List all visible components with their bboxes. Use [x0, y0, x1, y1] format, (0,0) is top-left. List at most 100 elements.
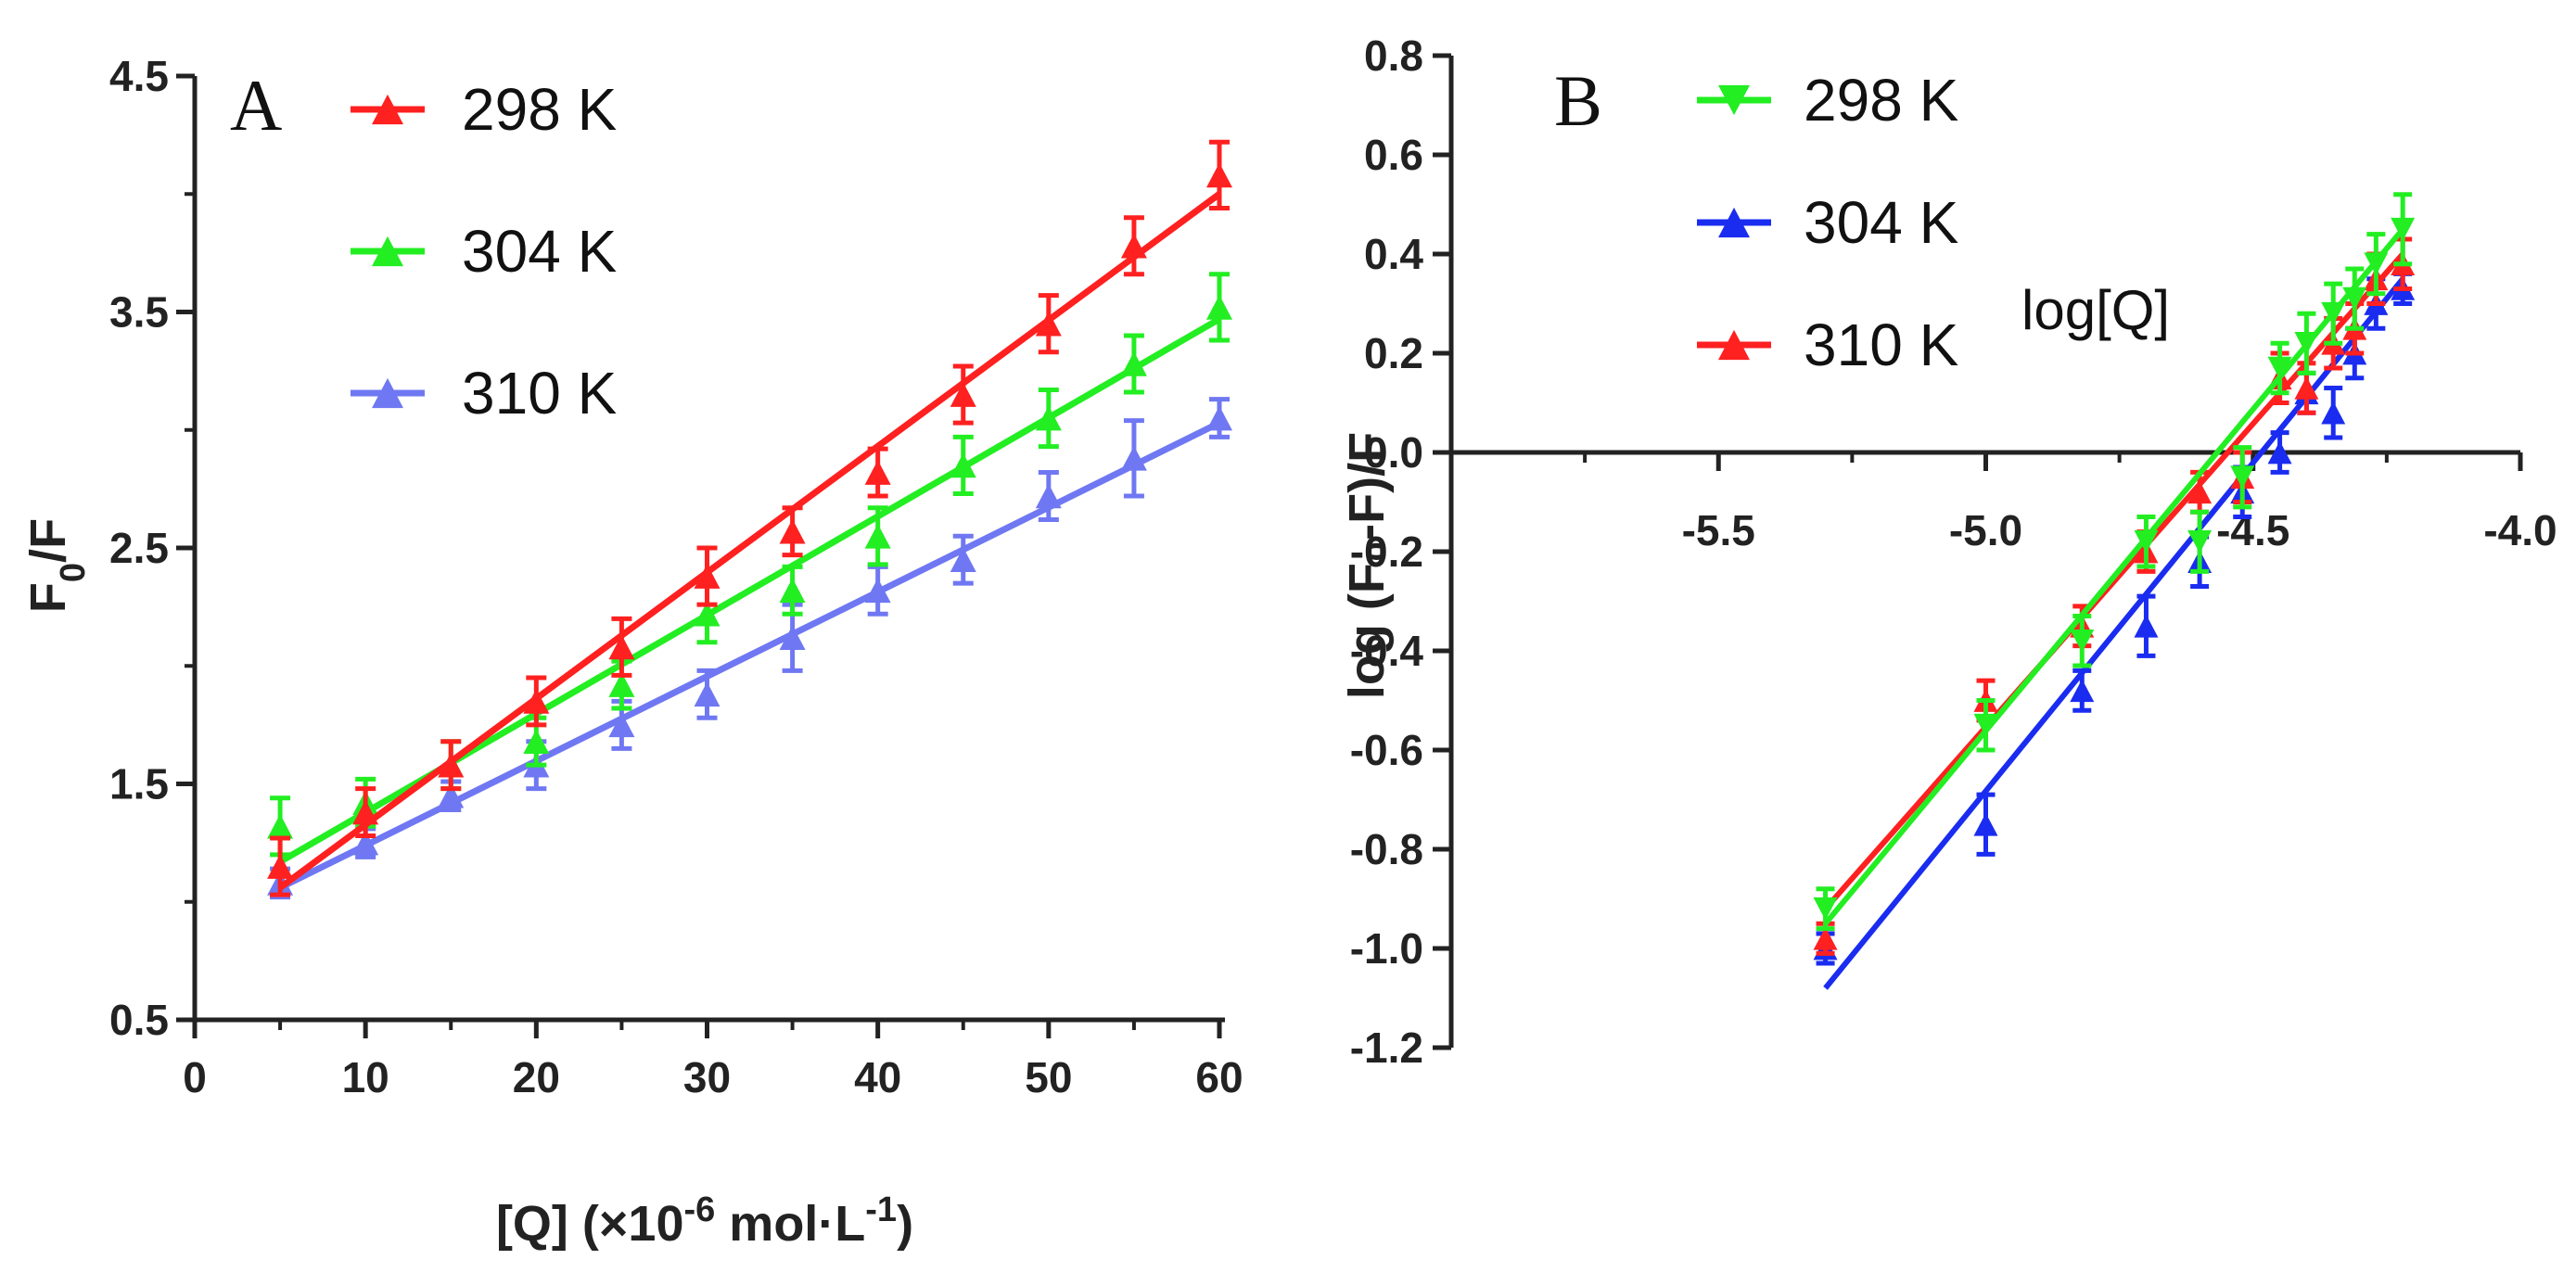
panel-b-point	[1813, 926, 1838, 950]
panel-b-legend-swatch-marker	[1718, 84, 1750, 116]
panel-a-legend-label: 310 K	[462, 360, 617, 426]
panel-a-point	[608, 672, 635, 697]
panel-a-point	[694, 681, 721, 707]
panel-b-point	[2187, 529, 2213, 553]
panel-b-point	[2070, 679, 2095, 703]
panel-a-point	[1206, 295, 1232, 320]
panel-a-point	[1120, 351, 1147, 376]
panel-a-x-tick-label: 60	[1195, 1053, 1243, 1101]
panel-b-fit-line	[1823, 276, 2405, 990]
panel-a-x-tick-label: 20	[513, 1053, 560, 1101]
panel-b-point	[1973, 812, 1998, 836]
panel-a-point	[779, 625, 806, 651]
panel-b-y-tick-label: -0.8	[1350, 825, 1423, 873]
panel-a-y-tick-label: 4.5	[109, 52, 169, 100]
panel-b-y-tick-label: -0.4	[1350, 627, 1424, 675]
panel-b-y-tick-label: 0.4	[1364, 230, 1423, 278]
chart-panel-b: B 0.8 0.6 0.4 0.2 0.0 -0.2 -0.4 -0.6 -0.8 -1.0 -1.…	[1339, 32, 2557, 1072]
panel-a-x-tick-label: 40	[854, 1053, 901, 1101]
panel-b-legend-label: 310 K	[1804, 312, 1958, 378]
panel-a-x-tick-label: 0	[183, 1053, 207, 1101]
panel-a-point	[267, 814, 294, 839]
panel-b-point	[2321, 301, 2346, 325]
panel-b-legend-swatch-marker	[1718, 207, 1750, 238]
panel-b-series-304k	[1813, 271, 2416, 990]
panel-a-legend-swatch-marker	[372, 377, 403, 409]
panel-b-y-tick-label: -1.0	[1350, 924, 1423, 973]
panel-a-point	[1120, 445, 1147, 471]
panel-b-point	[1973, 713, 1998, 737]
panel-b-point	[2267, 440, 2292, 464]
panel-a-point	[864, 523, 891, 549]
panel-b-legend-swatch-marker	[1718, 329, 1750, 361]
panel-a-point	[779, 578, 806, 604]
panel-a-point	[950, 452, 976, 478]
panel-a-y-tick-label: 0.5	[109, 996, 169, 1044]
panel-a-legend-label: 304 K	[462, 218, 617, 285]
panel-a-point	[694, 564, 721, 589]
panel-b-point	[2321, 401, 2346, 425]
panel-a-legend-swatch-marker	[372, 94, 403, 125]
panel-a-point	[1035, 483, 1062, 509]
panel-a-series-310k	[267, 397, 1232, 900]
panel-a-y-tick-label: 2.5	[109, 524, 169, 572]
panel-a-series-298k	[267, 139, 1232, 897]
panel-b-y-tick-label: 0.0	[1364, 428, 1423, 477]
panel-b-x-tick-label: -4.0	[2483, 506, 2557, 554]
panel-b-point	[1813, 897, 1838, 921]
panel-a-point	[950, 382, 976, 407]
panel-b-y-tick-label: -0.2	[1350, 528, 1423, 576]
panel-b-point	[2294, 331, 2319, 355]
panel-a-point	[438, 782, 465, 808]
panel-a-y-tick-label: 1.5	[109, 760, 169, 808]
panel-b-x-tick-label: -5.5	[1682, 506, 1755, 554]
panel-a-point	[523, 729, 550, 754]
panel-a-fit-line	[278, 191, 1222, 891]
panel-b-point	[2230, 465, 2255, 490]
panel-b-y-tick-label: 0.6	[1364, 131, 1423, 179]
panel-a-x-tick-label: 10	[342, 1053, 389, 1101]
panel-a-y-tick-label: 3.5	[109, 288, 169, 337]
panel-b-legend: 298 K 304 K 310 K	[1697, 67, 1958, 378]
panel-a-point	[352, 830, 379, 856]
panel-b-y-tick-label: 0.2	[1364, 329, 1423, 377]
panel-a-point	[352, 799, 379, 825]
panel-a-fit-line	[278, 419, 1221, 891]
panel-a-point	[694, 601, 721, 627]
panel-b-point	[2342, 286, 2367, 311]
panel-a-point	[267, 854, 294, 879]
panel-a-point	[1120, 233, 1147, 259]
panel-a-x-axis-title: [Q] (×10-6 mol·L-1)	[496, 1190, 913, 1252]
panel-a-point	[950, 547, 976, 573]
panel-b-y-tick-label: -0.6	[1350, 726, 1423, 774]
panel-a-plot-area: 0.5 1.5 2.5 3.5 4.5 0 10 20 30 40 50 60	[109, 52, 1243, 1101]
panel-a-point	[608, 712, 635, 738]
panel-a-point	[523, 689, 550, 714]
panel-b-y-tick-label: 0.8	[1364, 32, 1423, 80]
panel-b-x-axis-annotation: log[Q]	[2021, 279, 2170, 341]
panel-b-point	[2294, 376, 2319, 400]
chart-panel-a: A 0.5 1.5 2.5 3.5 4.5 0 10 20 30 40 50 60 F0/F [Q] …	[20, 52, 1243, 1252]
panel-a-point	[779, 518, 806, 544]
panel-b-point	[2070, 629, 2095, 653]
panel-a-point	[608, 634, 635, 660]
panel-a-point	[1035, 405, 1062, 431]
panel-a-point	[864, 578, 891, 604]
panel-a-x-tick-label: 30	[683, 1053, 731, 1101]
panel-b-y-tick-label: -1.2	[1350, 1024, 1423, 1072]
panel-b-y-axis-title: log (F₀-F)/F	[1339, 432, 1395, 699]
panel-a-point	[1035, 311, 1062, 337]
panel-b-series-298k	[1813, 192, 2416, 932]
panel-a-legend: 298 K 304 K 310 K	[351, 76, 617, 426]
panel-b-x-tick-label: -5.0	[1949, 506, 2022, 554]
panel-b-x-tick-label: -4.5	[2216, 506, 2289, 554]
panel-b-point	[2364, 252, 2389, 276]
panel-a-x-tick-label: 50	[1025, 1053, 1072, 1101]
panel-b-point	[2134, 529, 2159, 553]
panel-a-y-axis-title: F0/F	[20, 518, 93, 613]
panel-b-point	[2267, 356, 2292, 380]
panel-a-point	[1206, 162, 1232, 188]
panel-a-legend-swatch-marker	[372, 235, 403, 267]
panel-b-legend-label: 298 K	[1804, 67, 1958, 134]
